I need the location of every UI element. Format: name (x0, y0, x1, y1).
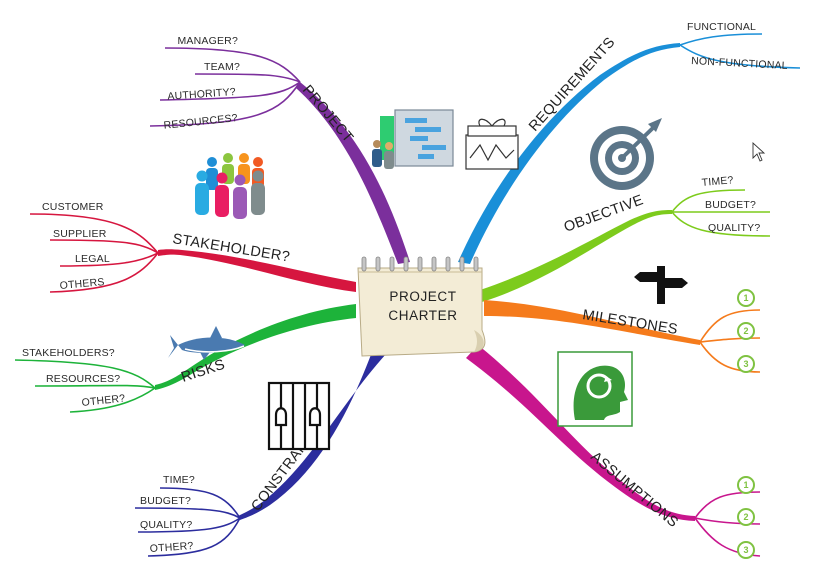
leaf-risks-1[interactable]: STAKEHOLDERS? (22, 347, 115, 359)
leaf-constraints-3[interactable]: QUALITY? (140, 519, 192, 531)
leaf-risks-3[interactable]: OTHER? (81, 392, 126, 409)
branch-objective-label[interactable]: OBJECTIVE (562, 192, 646, 236)
assumptions-leaves: 1 2 3 (737, 476, 755, 559)
people-group-icon (195, 153, 265, 219)
milestone-badge-3[interactable]: 3 (737, 355, 755, 373)
branch-assumptions-label[interactable]: ASSUMPTIONS (587, 449, 681, 531)
leaf-stakeholder-3[interactable]: LEGAL (75, 253, 110, 265)
center-label-line1: PROJECT (389, 289, 456, 304)
mouse-cursor-icon (752, 141, 766, 162)
milestone-number-2: 2 (743, 326, 748, 336)
leaf-project-4[interactable]: RESOURCES? (163, 112, 238, 132)
assumption-badge-3[interactable]: 3 (737, 541, 755, 559)
leaf-project-2[interactable]: TEAM? (204, 61, 240, 73)
prison-bars-icon (267, 381, 331, 451)
milestones-leaves: 1 2 3 (737, 289, 755, 373)
branch-project-label[interactable]: PROJECT (299, 82, 356, 146)
leaf-objective-3[interactable]: QUALITY? (708, 222, 760, 234)
leaf-objective-2[interactable]: BUDGET? (705, 199, 756, 211)
branch-project-line (296, 82, 410, 264)
notepad-rings (361, 256, 479, 272)
head-refresh-icon (557, 351, 633, 427)
branch-stakeholder-line (158, 249, 356, 292)
main-branches (155, 43, 700, 521)
assumption-badge-2[interactable]: 2 (737, 508, 755, 526)
stakeholder-leaves: CUSTOMER SUPPLIER LEGAL OTHERS (42, 201, 110, 292)
requirements-leaves: FUNCTIONAL NON-FUNCTIONAL (687, 21, 788, 72)
objective-leaves: TIME? BUDGET? QUALITY? (701, 174, 760, 234)
leaf-constraints-1[interactable]: TIME? (163, 474, 195, 486)
milestone-number-1: 1 (743, 293, 748, 303)
milestone-badge-1[interactable]: 1 (737, 289, 755, 307)
leaf-constraints-4[interactable]: OTHER? (149, 540, 194, 555)
branch-constraints-line (238, 352, 386, 520)
leaf-project-1[interactable]: MANAGER? (177, 35, 238, 47)
assumption-number-1: 1 (743, 480, 748, 490)
leaf-objective-1[interactable]: TIME? (701, 174, 734, 189)
assumption-number-3: 3 (743, 545, 748, 555)
assumption-number-2: 2 (743, 512, 748, 522)
risks-leaves: STAKEHOLDERS? RESOURCES? OTHER? (22, 347, 126, 409)
shark-icon (168, 326, 245, 360)
leaf-project-3[interactable]: AUTHORITY? (167, 86, 236, 103)
leaf-stakeholder-4[interactable]: OTHERS (59, 276, 105, 292)
leaf-requirements-1[interactable]: FUNCTIONAL (687, 21, 756, 33)
milestone-badge-2[interactable]: 2 (737, 322, 755, 340)
project-leaves: MANAGER? TEAM? AUTHORITY? RESOURCES? (163, 35, 240, 132)
branch-milestones-line (484, 300, 700, 345)
leaf-risks-2[interactable]: RESOURCES? (46, 373, 120, 385)
leaf-constraints-2[interactable]: BUDGET? (140, 495, 191, 507)
milestone-number-3: 3 (743, 359, 748, 369)
central-topic[interactable]: PROJECT CHARTER (357, 256, 486, 357)
center-label-line2: CHARTER (388, 308, 457, 323)
branch-requirements-line (458, 43, 680, 264)
branch-requirements-label[interactable]: REQUIREMENTS (526, 34, 618, 134)
branch-objective-line (480, 210, 672, 302)
assumption-badge-1[interactable]: 1 (737, 476, 755, 494)
branch-milestones-label[interactable]: MILESTONES (581, 307, 679, 338)
leaf-requirements-2[interactable]: NON-FUNCTIONAL (691, 55, 788, 72)
gantt-chart-icon (372, 109, 454, 169)
signpost-icon (634, 266, 688, 304)
leaf-stakeholder-2[interactable]: SUPPLIER (53, 228, 107, 240)
branch-risks-line (155, 304, 356, 390)
gift-box-icon (465, 118, 519, 170)
leaf-stakeholder-1[interactable]: CUSTOMER (42, 201, 104, 213)
leaf-lines (14, 33, 801, 557)
branch-assumptions-line (466, 345, 695, 521)
constraints-leaves: TIME? BUDGET? QUALITY? OTHER? (140, 474, 195, 555)
target-icon (590, 118, 662, 190)
